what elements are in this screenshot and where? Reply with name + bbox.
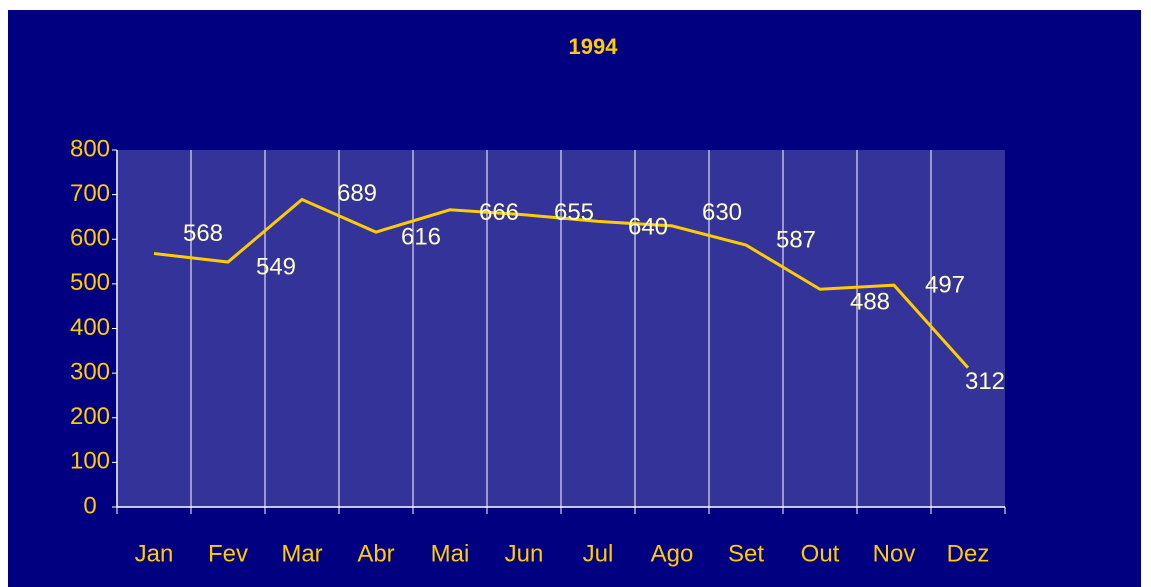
y-tick-label: 0 bbox=[83, 492, 96, 519]
x-tick-label: Dez bbox=[947, 540, 990, 567]
y-tick-label: 600 bbox=[70, 225, 110, 252]
data-label: 689 bbox=[337, 180, 377, 207]
y-tick-label: 300 bbox=[70, 358, 110, 385]
x-tick-label: Out bbox=[801, 540, 840, 567]
data-label: 497 bbox=[925, 272, 965, 299]
y-tick-label: 800 bbox=[70, 135, 110, 162]
data-label: 312 bbox=[965, 368, 1005, 395]
x-tick-label: Jul bbox=[583, 540, 614, 567]
data-label: 549 bbox=[256, 253, 296, 280]
line bbox=[153, 197, 970, 369]
chart-title: 1994 bbox=[569, 34, 619, 59]
x-tick-label: Ago bbox=[651, 540, 694, 567]
data-label: 616 bbox=[401, 223, 441, 250]
data-label: 630 bbox=[702, 199, 742, 226]
data-label: 488 bbox=[850, 289, 890, 316]
data-label: 568 bbox=[183, 220, 223, 247]
data-label: 666 bbox=[479, 199, 519, 226]
y-tick-label: 400 bbox=[70, 314, 110, 341]
x-tick-label: Nov bbox=[873, 540, 916, 567]
data-label: 640 bbox=[628, 214, 668, 241]
x-tick-label: Jan bbox=[135, 540, 174, 567]
x-tick-label: Fev bbox=[208, 540, 248, 567]
y-tick-label: 200 bbox=[70, 403, 110, 430]
x-tick-label: Abr bbox=[357, 540, 394, 567]
x-tick-label: Mai bbox=[431, 540, 470, 567]
y-tick-label: 500 bbox=[70, 269, 110, 296]
data-label: 587 bbox=[776, 226, 816, 253]
y-tick-label: 100 bbox=[70, 448, 110, 475]
x-tick-label: Set bbox=[728, 540, 764, 567]
x-tick-label: Mar bbox=[281, 540, 322, 567]
x-tick-label: Jun bbox=[505, 540, 544, 567]
y-tick-label: 700 bbox=[70, 180, 110, 207]
data-label: 655 bbox=[554, 199, 594, 226]
